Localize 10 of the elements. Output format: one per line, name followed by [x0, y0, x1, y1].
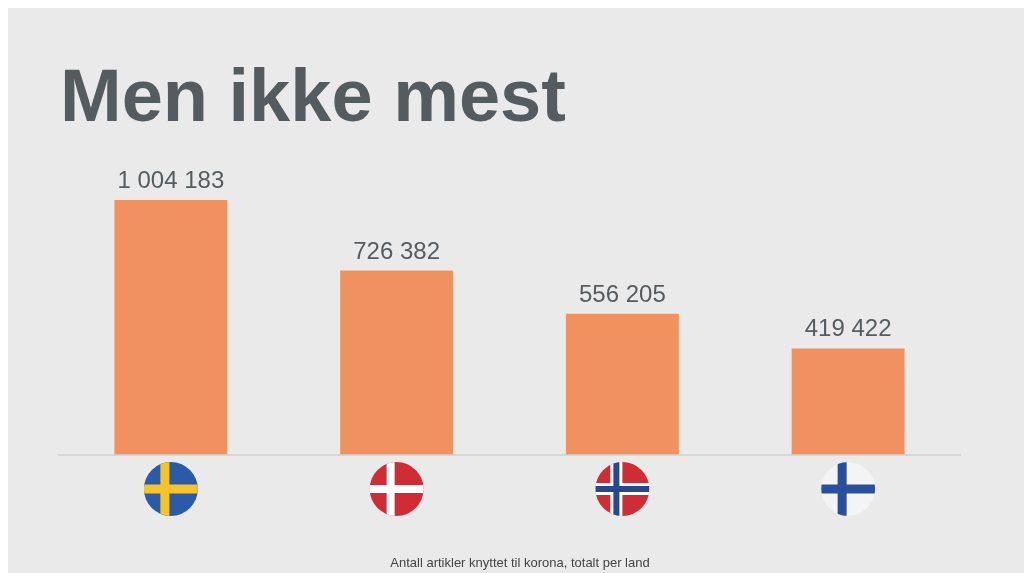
data-label: 1 004 183 [117, 166, 225, 193]
bar [114, 200, 228, 455]
bar [791, 348, 905, 455]
bar [565, 313, 679, 455]
bar [340, 270, 454, 455]
text: Antall artikler knyttet til korona, totalt per land [390, 555, 650, 570]
data-label: 419 422 [804, 314, 892, 342]
data-label: 726 382 [353, 236, 441, 264]
data-label: 556 205 [578, 279, 666, 307]
chart-title: Men ikke mest [60, 54, 566, 137]
